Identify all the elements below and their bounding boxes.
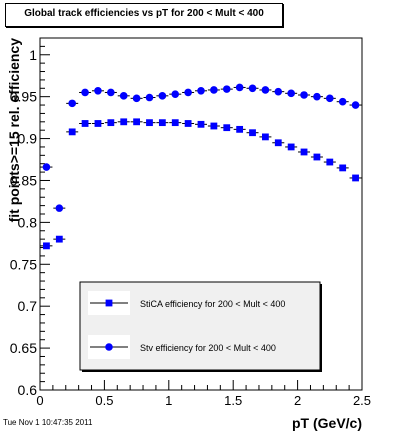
- data-point-square: [158, 119, 166, 127]
- legend-marker-square: [105, 299, 113, 307]
- chart-title-box: Global track efficiencies vs pT for 200 …: [5, 3, 283, 27]
- data-point-circle: [287, 89, 295, 98]
- x-tick-label: 2.5: [353, 393, 371, 408]
- chart-title: Global track efficiencies vs pT for 200 …: [24, 8, 264, 19]
- data-point-circle: [158, 92, 167, 100]
- data-point-circle: [132, 94, 141, 103]
- data-point-circle: [68, 99, 76, 108]
- data-point-square: [262, 133, 269, 141]
- data-point-circle: [210, 86, 218, 94]
- legend-marker-circle: [105, 343, 113, 351]
- data-point-square: [94, 120, 102, 127]
- y-tick-label: 1: [29, 47, 37, 63]
- data-point-square: [352, 174, 359, 182]
- data-point-circle: [313, 92, 321, 101]
- data-point-circle: [351, 101, 360, 109]
- data-point-square: [55, 235, 63, 243]
- data-point-square: [223, 124, 231, 132]
- data-point-square: [249, 129, 256, 137]
- data-point-circle: [197, 87, 205, 95]
- y-tick-label: 0.75: [10, 256, 37, 272]
- data-point-circle: [145, 93, 154, 102]
- x-tick-label: 1.5: [224, 393, 242, 408]
- data-point-circle: [171, 90, 180, 98]
- data-point-square: [107, 119, 115, 127]
- y-tick-label: 0.6: [18, 382, 38, 398]
- data-point-circle: [81, 88, 89, 97]
- data-point-square: [146, 119, 153, 127]
- data-point-square: [287, 143, 295, 151]
- data-point-circle: [119, 92, 128, 100]
- data-point-circle: [222, 85, 231, 93]
- data-point-square: [184, 120, 192, 127]
- data-point-circle: [274, 87, 283, 96]
- data-point-square: [313, 153, 321, 161]
- y-axis-label: fit points>=15 rel. efficiency: [6, 38, 22, 223]
- data-point-square: [197, 120, 205, 128]
- footer-timestamp: Tue Nov 1 10:47:35 2011: [3, 418, 93, 427]
- data-point-square: [81, 120, 89, 127]
- data-point-circle: [107, 88, 115, 97]
- data-point-square: [120, 118, 128, 126]
- y-tick-label: 0.85: [10, 172, 37, 188]
- data-point-square: [68, 128, 76, 136]
- x-tick-label: 2: [294, 393, 301, 408]
- data-point-square: [210, 122, 218, 130]
- data-point-square: [171, 119, 179, 127]
- y-tick-label: 0.8: [18, 214, 38, 230]
- data-point-square: [236, 125, 244, 133]
- x-tick-label: 0: [36, 393, 43, 408]
- data-point-circle: [94, 87, 102, 95]
- y-tick-label: 0.9: [18, 131, 38, 147]
- x-tick-label: 1: [165, 393, 172, 408]
- data-point-square: [339, 164, 347, 172]
- x-tick-label: 0.5: [95, 393, 113, 408]
- data-point-circle: [235, 83, 244, 92]
- y-tick-label: 0.95: [10, 89, 37, 105]
- data-point-circle: [338, 97, 347, 106]
- x-axis-label: pT (GeV/c): [292, 415, 362, 431]
- data-point-square: [300, 148, 308, 156]
- data-point-circle: [184, 88, 192, 97]
- data-point-square: [133, 118, 140, 126]
- y-tick-label: 0.7: [18, 298, 38, 314]
- data-point-square: [43, 242, 50, 250]
- data-point-square: [274, 139, 282, 147]
- data-point-circle: [326, 94, 334, 103]
- data-point-square: [326, 158, 334, 166]
- data-point-circle: [261, 86, 270, 94]
- data-point-circle: [55, 204, 64, 212]
- data-point-circle: [300, 91, 308, 99]
- legend-label: StiCA efficiency for 200 < Mult < 400: [140, 299, 285, 309]
- data-point-circle: [248, 84, 257, 93]
- legend-label: Stv efficiency for 200 < Mult < 400: [140, 343, 276, 353]
- data-point-circle: [42, 163, 51, 171]
- y-tick-label: 0.65: [10, 340, 37, 356]
